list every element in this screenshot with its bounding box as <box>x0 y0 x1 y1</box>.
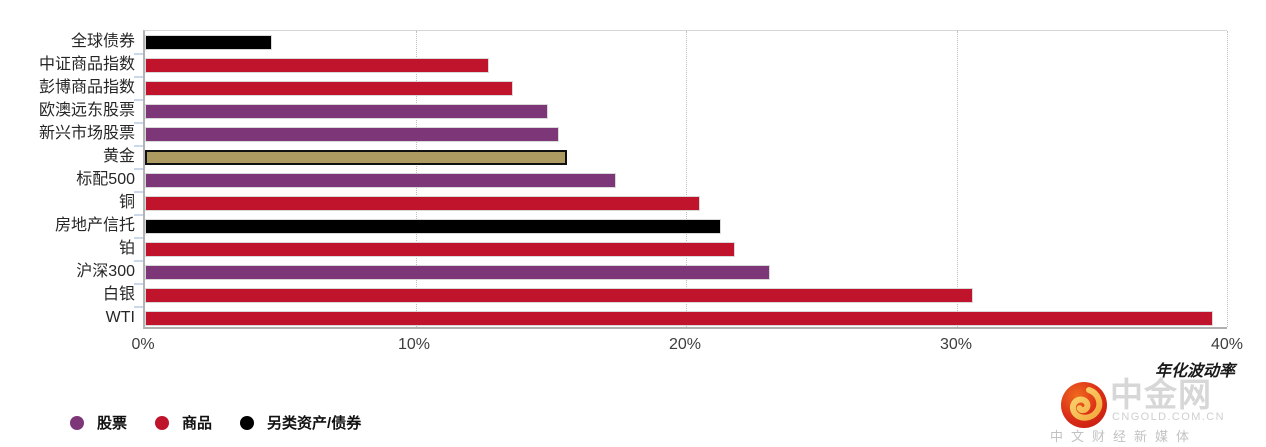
bar-row <box>145 261 1227 284</box>
gridline-40 <box>1227 31 1228 327</box>
bar-房地产信托 <box>145 219 722 234</box>
bar-WTI <box>145 311 1214 326</box>
bar-row <box>145 54 1227 77</box>
y-axis-tick <box>134 306 143 308</box>
bar-row <box>145 146 1227 169</box>
legend-item-商品: 商品 <box>155 412 212 433</box>
category-label-新兴市场股票: 新兴市场股票 <box>38 125 135 142</box>
legend-marker-icon <box>70 415 84 430</box>
category-label-彭博商品指数: 彭博商品指数 <box>38 79 135 96</box>
legend: 股票 商品 另类资产/债券 <box>70 412 361 433</box>
bar-白银 <box>145 288 973 303</box>
bar-欧澳远东股票 <box>145 104 549 119</box>
category-label-沪深300: 沪深300 <box>76 263 135 280</box>
category-label-中证商品指数: 中证商品指数 <box>38 56 135 73</box>
legend-item-股票: 股票 <box>70 412 127 433</box>
bar-row <box>145 169 1227 192</box>
bar-row <box>145 123 1227 146</box>
gridline-30 <box>956 31 958 327</box>
x-axis-title: 年化波动率 <box>1154 363 1235 380</box>
bar-row <box>145 77 1227 100</box>
gridline-20 <box>686 31 687 327</box>
bar-彭博商品指数 <box>145 81 513 96</box>
cngold-logo-icon <box>1060 381 1108 429</box>
bar-row <box>145 284 1227 307</box>
category-label-黄金: 黄金 <box>102 148 135 165</box>
bar-铂 <box>145 242 735 257</box>
legend-marker-icon <box>155 415 170 430</box>
category-label-全球债券: 全球债券 <box>70 33 135 50</box>
category-label-铂: 铂 <box>118 240 135 257</box>
plot-area <box>134 30 1228 330</box>
y-axis-tick <box>134 191 143 193</box>
bar-row <box>145 100 1227 123</box>
bar-row <box>145 215 1227 238</box>
bar-新兴市场股票 <box>145 127 559 142</box>
legend-label: 商品 <box>182 415 213 432</box>
cngold-site-name: 中金网 <box>1110 376 1212 413</box>
bar-row <box>145 31 1227 54</box>
bar-铜 <box>145 196 700 211</box>
bar-全球债券 <box>145 35 273 50</box>
y-axis-tick <box>134 237 143 239</box>
y-axis-tick <box>134 283 143 285</box>
category-label-WTI: WTI <box>105 309 135 326</box>
category-label-欧澳远东股票: 欧澳远东股票 <box>38 102 135 119</box>
y-axis-tick <box>134 76 143 78</box>
bar-中证商品指数 <box>145 58 489 73</box>
category-label-房地产信托: 房地产信托 <box>54 217 135 234</box>
x-tick-label-40: 40% <box>1210 336 1244 353</box>
x-tick-label-30: 30% <box>939 336 973 353</box>
cngold-site-url: CNGOLD.COM.CN <box>1112 411 1225 423</box>
y-axis-tick <box>134 168 143 170</box>
cngold-watermark: 中金网 CNGOLD.COM.CN 中文财经新媒体 <box>1050 376 1258 445</box>
legend-label: 股票 <box>97 415 128 432</box>
bar-黄金 <box>145 150 567 165</box>
category-label-白银: 白银 <box>102 286 135 303</box>
x-tick-label-0: 0% <box>131 336 155 353</box>
bar-沪深300 <box>145 265 770 280</box>
x-tick-label-20: 20% <box>668 336 702 353</box>
legend-marker-icon <box>240 415 255 430</box>
category-label-标配500: 标配500 <box>76 171 135 188</box>
legend-item-另类资产/债券: 另类资产/债券 <box>240 412 361 433</box>
y-axis-tick <box>134 214 143 216</box>
bar-标配500 <box>145 173 616 188</box>
x-tick-label-10: 10% <box>397 336 431 353</box>
bar-row <box>145 307 1227 330</box>
bar-row <box>145 192 1227 215</box>
category-label-铜: 铜 <box>118 194 135 211</box>
bar-row <box>145 238 1227 261</box>
cngold-tagline: 中文财经新媒体 <box>1050 429 1198 444</box>
legend-label: 另类资产/债券 <box>267 415 362 432</box>
y-axis-tick <box>134 260 143 262</box>
y-axis-tick <box>134 99 143 101</box>
y-axis-tick <box>134 122 143 124</box>
y-axis-tick <box>134 145 143 147</box>
y-axis-tick <box>134 53 143 55</box>
